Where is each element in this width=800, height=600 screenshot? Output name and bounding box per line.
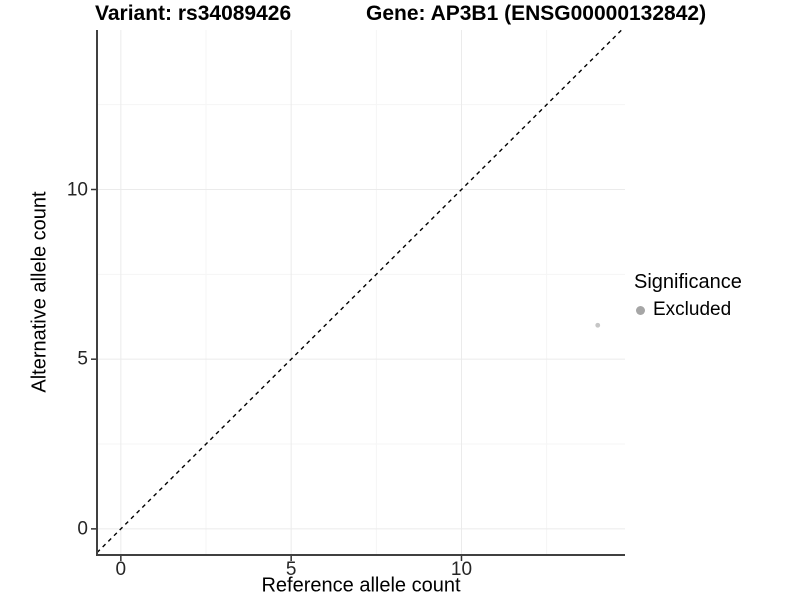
legend-key-dot-icon — [636, 305, 645, 315]
legend: Significance Excluded — [634, 271, 798, 321]
x-tick-label: 10 — [450, 559, 473, 580]
x-tick-label: 5 — [285, 559, 297, 580]
legend-item-label: Excluded — [653, 299, 732, 320]
legend-item: Excluded — [634, 299, 798, 321]
y-axis-title: Alternative allele count — [28, 191, 51, 393]
plot-title-variant: Variant: rs34089426 — [95, 2, 292, 25]
legend-items: Excluded — [634, 299, 798, 321]
data-point — [595, 322, 601, 328]
plot-title-gene: Gene: AP3B1 (ENSG00000132842) — [366, 2, 707, 25]
identity-line — [96, 29, 623, 554]
y-tick-label: 5 — [77, 348, 88, 370]
x-axis-title: Reference allele count — [261, 574, 461, 597]
x-tick-label: 0 — [115, 559, 127, 580]
legend-title: Significance — [634, 271, 742, 293]
y-tick-label: 10 — [66, 179, 88, 200]
y-tick-label: 0 — [77, 518, 88, 540]
